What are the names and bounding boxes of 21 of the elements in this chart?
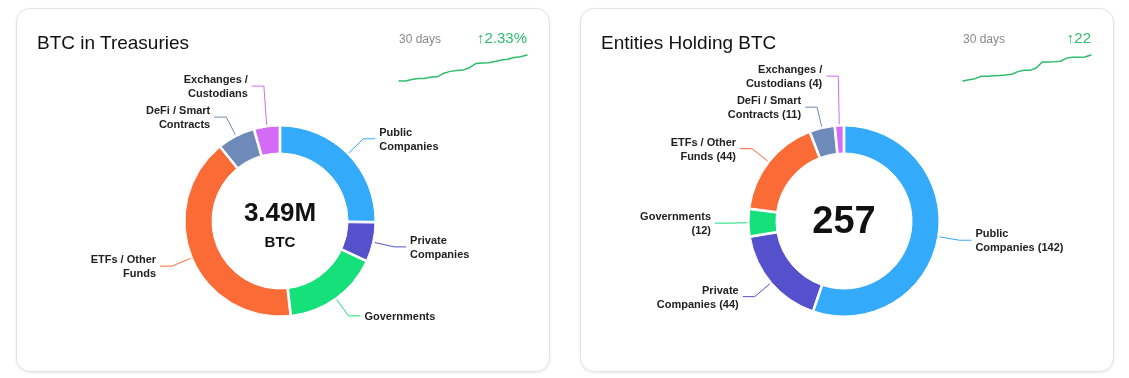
- slice-label: ETFs / Other Funds: [90, 253, 157, 280]
- slice-label: DeFi / Smart Contracts: [146, 104, 211, 131]
- text: 3.49M: [243, 197, 317, 227]
- text: ↑2.33%: [476, 29, 527, 46]
- slice-label: Private Companies: [410, 233, 470, 260]
- text: BTC: [264, 233, 296, 250]
- slice-label: Public Companies: [379, 125, 439, 152]
- slice-label: Private Companies (44): [656, 283, 740, 310]
- chart-title: 30 days: [399, 32, 442, 46]
- slice-label: ETFs / Other Funds (44): [670, 135, 737, 162]
- text: ↑22: [1066, 29, 1091, 46]
- text: 257: [812, 199, 876, 241]
- chart-title: BTC in Treasuries: [37, 32, 190, 53]
- chart-title: Entities Holding BTC: [601, 32, 777, 53]
- slice-label: DeFi / Smart Contracts (11): [727, 94, 802, 121]
- chart-title: 30 days: [963, 32, 1006, 46]
- slice-label: Governments (12): [640, 210, 712, 237]
- slice-label: Exchanges / Custodians: [183, 73, 248, 100]
- slice-label: Governments: [364, 309, 436, 322]
- slice-label: Exchanges / Custodians (4): [745, 63, 823, 90]
- slice-label: Public Companies (142): [975, 227, 1064, 254]
